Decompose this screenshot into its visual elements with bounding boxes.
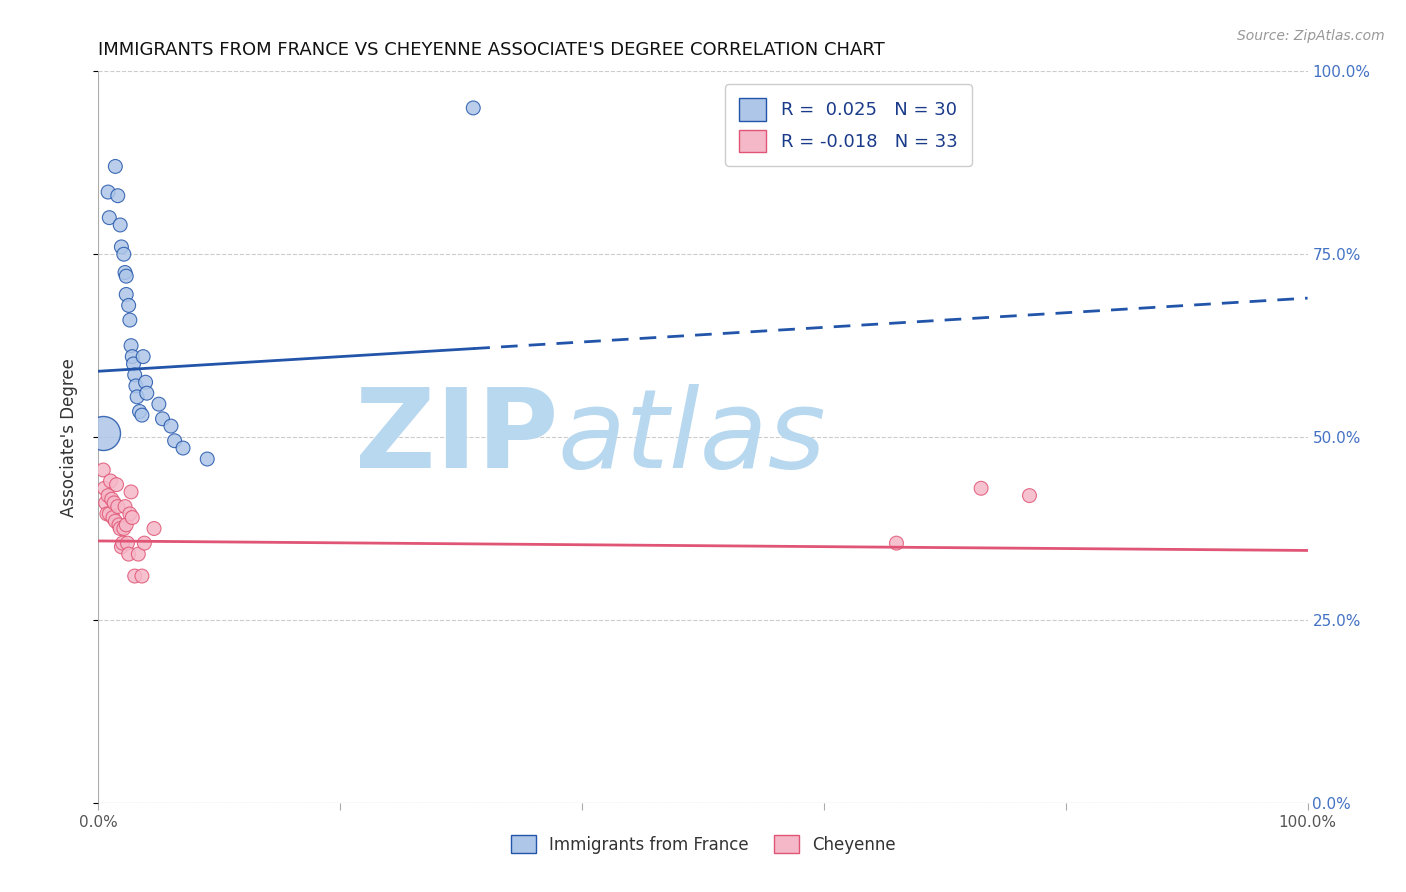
- Point: [886, 536, 908, 550]
- Point: [98, 507, 121, 521]
- Y-axis label: Associate's Degree: Associate's Degree: [59, 358, 77, 516]
- Point: [122, 357, 145, 371]
- Point: [152, 412, 174, 426]
- Text: ZIP: ZIP: [354, 384, 558, 491]
- Text: atlas: atlas: [558, 384, 827, 491]
- Point: [112, 247, 135, 261]
- Point: [160, 419, 183, 434]
- Point: [463, 101, 485, 115]
- Point: [107, 188, 129, 202]
- Point: [91, 463, 114, 477]
- Point: [118, 547, 141, 561]
- Point: [118, 313, 141, 327]
- Point: [115, 517, 138, 532]
- Point: [128, 404, 150, 418]
- Point: [120, 485, 142, 500]
- Point: [117, 536, 139, 550]
- Point: [103, 496, 125, 510]
- Point: [132, 350, 155, 364]
- Point: [125, 379, 148, 393]
- Point: [93, 481, 115, 495]
- Point: [127, 547, 149, 561]
- Point: [104, 160, 127, 174]
- Point: [118, 507, 141, 521]
- Point: [108, 517, 131, 532]
- Point: [97, 185, 120, 199]
- Legend: Immigrants from France, Cheyenne: Immigrants from France, Cheyenne: [503, 829, 903, 860]
- Point: [96, 507, 118, 521]
- Point: [98, 211, 121, 225]
- Text: IMMIGRANTS FROM FRANCE VS CHEYENNE ASSOCIATE'S DEGREE CORRELATION CHART: IMMIGRANTS FROM FRANCE VS CHEYENNE ASSOC…: [98, 41, 886, 59]
- Point: [112, 521, 135, 535]
- Point: [108, 218, 131, 232]
- Point: [114, 500, 136, 514]
- Point: [105, 477, 128, 491]
- Point: [120, 338, 142, 352]
- Point: [121, 350, 143, 364]
- Point: [172, 441, 194, 455]
- Point: [970, 481, 993, 495]
- Point: [110, 540, 132, 554]
- Point: [195, 452, 218, 467]
- Point: [148, 397, 170, 411]
- Point: [104, 514, 127, 528]
- Point: [1018, 489, 1040, 503]
- Point: [124, 569, 146, 583]
- Point: [115, 269, 138, 284]
- Point: [135, 386, 157, 401]
- Point: [110, 240, 132, 254]
- Point: [108, 521, 131, 535]
- Point: [97, 489, 120, 503]
- Point: [131, 408, 153, 422]
- Point: [114, 266, 136, 280]
- Point: [143, 521, 166, 535]
- Point: [124, 368, 146, 382]
- Point: [115, 287, 138, 301]
- Point: [107, 500, 129, 514]
- Point: [135, 376, 157, 390]
- Point: [91, 426, 114, 441]
- Point: [100, 474, 122, 488]
- Point: [163, 434, 186, 448]
- Point: [100, 492, 122, 507]
- Point: [94, 496, 117, 510]
- Point: [118, 298, 141, 312]
- Point: [101, 510, 124, 524]
- Point: [131, 569, 153, 583]
- Point: [127, 390, 149, 404]
- Point: [134, 536, 156, 550]
- Point: [121, 510, 143, 524]
- Text: Source: ZipAtlas.com: Source: ZipAtlas.com: [1237, 29, 1385, 43]
- Point: [111, 536, 134, 550]
